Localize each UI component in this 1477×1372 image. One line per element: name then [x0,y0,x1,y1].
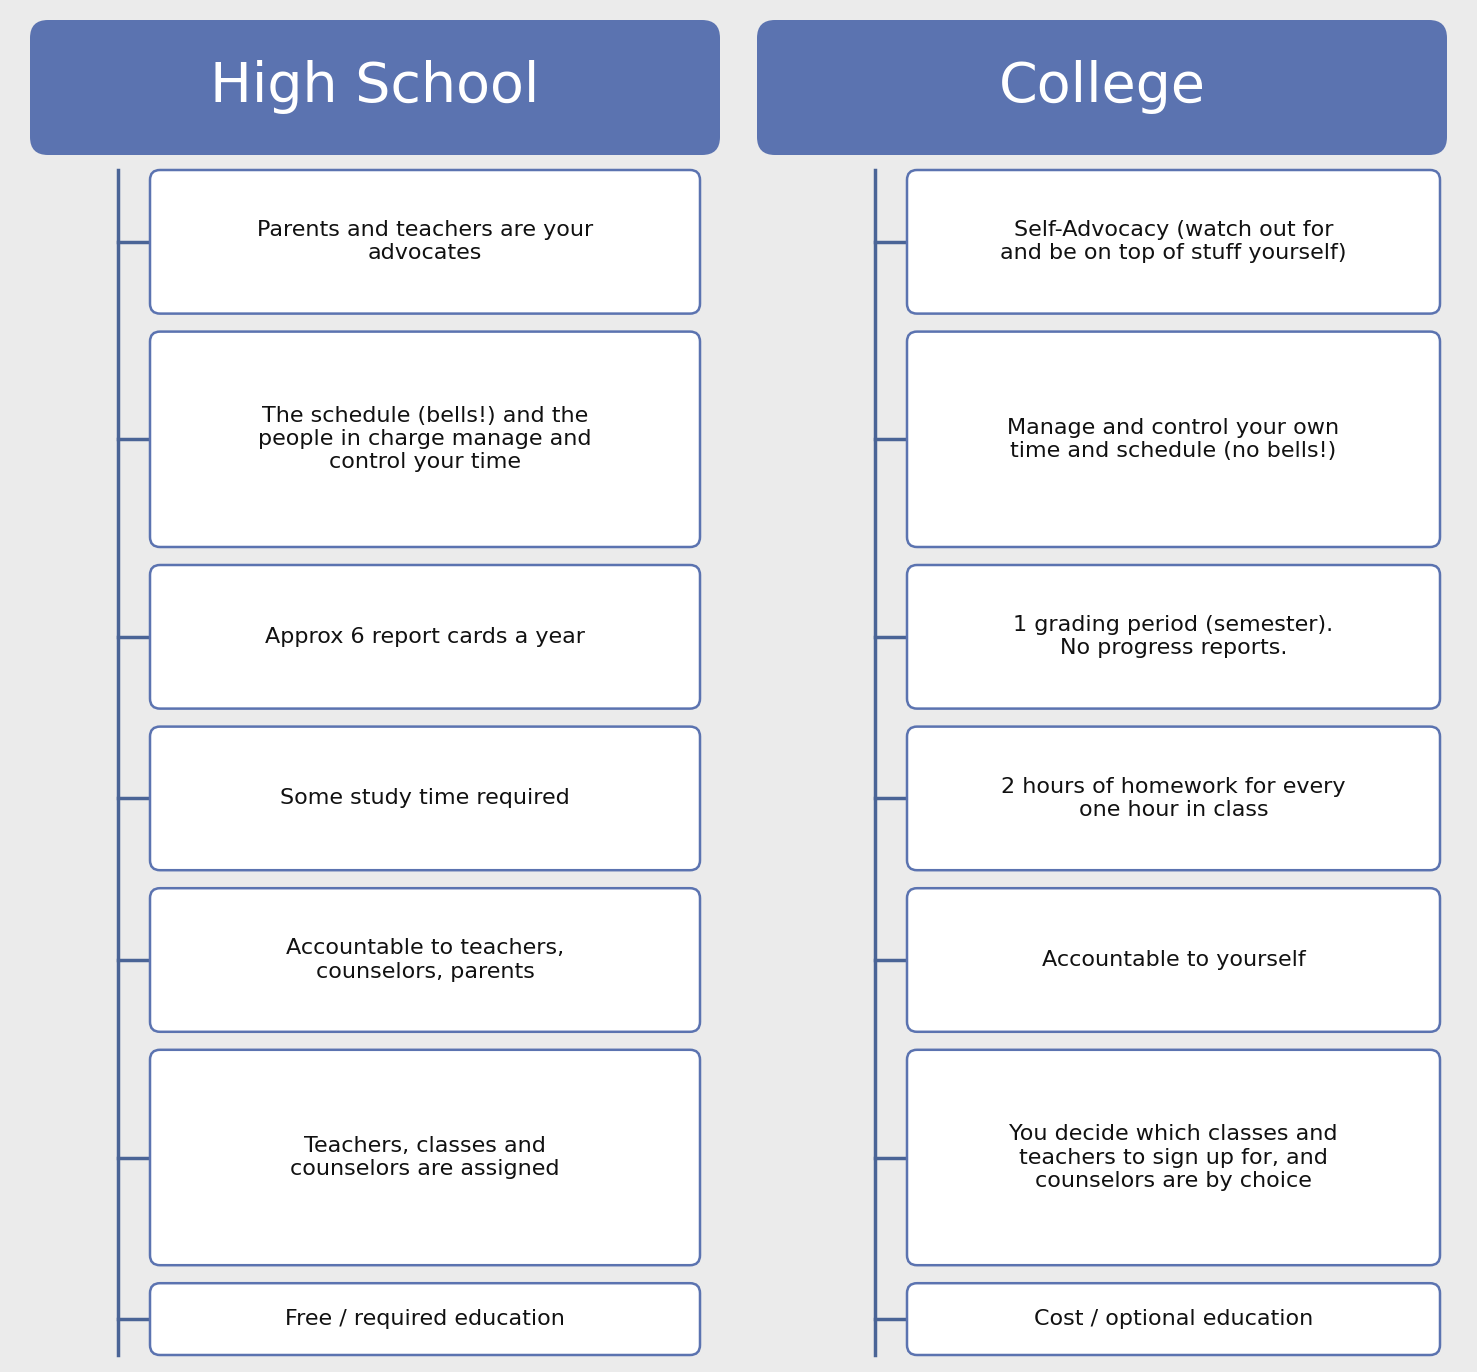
Text: Some study time required: Some study time required [281,789,570,808]
FancyBboxPatch shape [907,888,1440,1032]
Text: Manage and control your own
time and schedule (no bells!): Manage and control your own time and sch… [1007,417,1340,461]
Text: College: College [998,60,1205,114]
FancyBboxPatch shape [907,1050,1440,1265]
FancyBboxPatch shape [907,565,1440,708]
FancyBboxPatch shape [907,170,1440,314]
FancyBboxPatch shape [151,332,700,547]
Text: High School: High School [210,60,539,114]
Text: 2 hours of homework for every
one hour in class: 2 hours of homework for every one hour i… [1001,777,1346,820]
FancyBboxPatch shape [151,1050,700,1265]
Text: 1 grading period (semester).
No progress reports.: 1 grading period (semester). No progress… [1013,615,1334,659]
FancyBboxPatch shape [907,1283,1440,1356]
FancyBboxPatch shape [151,727,700,870]
Text: Approx 6 report cards a year: Approx 6 report cards a year [264,627,585,646]
Text: Parents and teachers are your
advocates: Parents and teachers are your advocates [257,220,594,263]
FancyBboxPatch shape [907,332,1440,547]
FancyBboxPatch shape [758,21,1447,155]
Text: Accountable to teachers,
counselors, parents: Accountable to teachers, counselors, par… [287,938,564,981]
FancyBboxPatch shape [907,727,1440,870]
Text: Teachers, classes and
counselors are assigned: Teachers, classes and counselors are ass… [291,1136,560,1179]
Text: The schedule (bells!) and the
people in charge manage and
control your time: The schedule (bells!) and the people in … [258,406,592,472]
FancyBboxPatch shape [151,1283,700,1356]
Text: Self-Advocacy (watch out for
and be on top of stuff yourself): Self-Advocacy (watch out for and be on t… [1000,220,1347,263]
Text: You decide which classes and
teachers to sign up for, and
counselors are by choi: You decide which classes and teachers to… [1009,1124,1338,1191]
FancyBboxPatch shape [30,21,719,155]
FancyBboxPatch shape [151,565,700,708]
FancyBboxPatch shape [151,888,700,1032]
Text: Cost / optional education: Cost / optional education [1034,1309,1313,1329]
Text: Accountable to yourself: Accountable to yourself [1041,949,1306,970]
FancyBboxPatch shape [151,170,700,314]
Text: Free / required education: Free / required education [285,1309,564,1329]
